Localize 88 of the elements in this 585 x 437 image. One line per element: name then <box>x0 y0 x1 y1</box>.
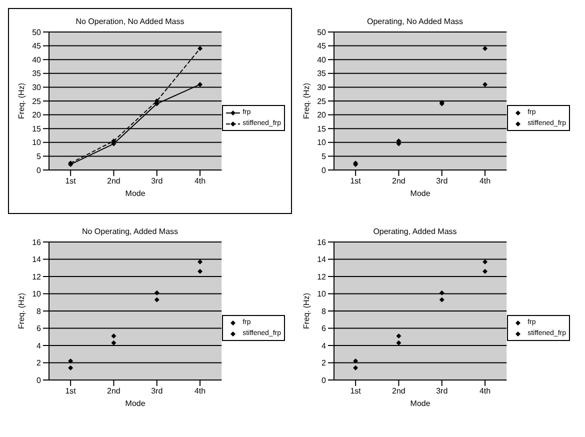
y-tick-label: 16 <box>317 238 327 247</box>
x-tick-label: 4th <box>194 176 206 186</box>
y-tick-label: 16 <box>32 238 42 247</box>
y-tick-label: 6 <box>322 324 327 334</box>
y-tick-label: 6 <box>36 324 42 334</box>
y-tick-label: 2 <box>322 358 327 368</box>
x-tick-label: 2nd <box>107 176 120 186</box>
y-tick-label: 30 <box>317 83 327 92</box>
point <box>198 46 203 52</box>
y-tick-label: 2 <box>36 358 42 368</box>
point <box>353 358 358 364</box>
y-tick-label: 4 <box>36 341 42 350</box>
x-tick-label: 1st <box>65 386 77 396</box>
y-tick-label: 50 <box>32 28 42 37</box>
x-axis-title: Mode <box>410 399 431 408</box>
chart-title: Operating, No Added Mass <box>366 16 464 26</box>
x-tick-label: 2nd <box>392 176 406 186</box>
y-tick-label: 4 <box>322 341 327 350</box>
y-tick-label: 12 <box>32 272 42 282</box>
point <box>482 82 488 87</box>
x-tick-label: 1st <box>65 176 77 186</box>
y-tick-label: 25 <box>317 96 327 106</box>
point <box>482 259 488 264</box>
x-tick-label: 2nd <box>107 386 120 396</box>
y-tick-label: 14 <box>32 255 42 264</box>
y-axis-title: Freq. (Hz) <box>16 292 26 329</box>
chart-title: No Operation, No Added Mass <box>74 16 186 26</box>
y-tick-label: 8 <box>322 306 327 316</box>
x-tick-label: 4th <box>479 176 491 186</box>
x-tick-label: 4th <box>479 386 491 396</box>
point <box>396 334 402 339</box>
point <box>154 297 160 302</box>
y-tick-label: 25 <box>32 96 42 106</box>
y-tick-label: 10 <box>32 290 42 299</box>
y-tick-label: 5 <box>322 152 327 162</box>
x-tick-label: 3rd <box>436 176 448 186</box>
y-tick-label: 45 <box>317 42 327 51</box>
y-tick-label: 40 <box>317 55 327 64</box>
y-tick-label: 30 <box>32 83 42 92</box>
point <box>353 365 358 370</box>
y-tick-label: 20 <box>32 110 42 120</box>
y-tick-label: 5 <box>36 152 42 162</box>
point <box>439 297 444 302</box>
point <box>396 340 402 346</box>
y-axis-title: Freq. (Hz) <box>302 82 311 119</box>
point <box>68 358 74 364</box>
x-tick-label: 4th <box>194 386 206 396</box>
y-tick-label: 10 <box>317 138 327 148</box>
chart-title: No Operating, Added Mass <box>80 226 180 236</box>
x-axis-title: Mode <box>410 189 431 198</box>
y-axis-title: Freq. (Hz) <box>302 292 311 329</box>
x-tick-label: 1st <box>350 176 362 186</box>
y-tick-label: 45 <box>32 42 42 51</box>
y-tick-label: 35 <box>32 69 42 78</box>
point <box>198 259 203 264</box>
x-tick-label: 3rd <box>436 386 448 396</box>
point <box>482 46 488 52</box>
y-axis-title: Freq. (Hz) <box>16 82 26 119</box>
point <box>198 82 203 87</box>
x-tick-label: 3rd <box>151 176 163 186</box>
y-tick-label: 40 <box>32 55 42 64</box>
point <box>198 268 203 274</box>
point <box>68 365 74 370</box>
point <box>111 340 116 346</box>
chart-title: Operating, Added Mass <box>372 226 458 236</box>
y-tick-label: 35 <box>317 69 327 78</box>
y-tick-label: 15 <box>317 124 327 134</box>
y-tick-label: 20 <box>317 110 327 120</box>
y-tick-label: 0 <box>36 166 42 175</box>
y-tick-label: 10 <box>317 290 327 299</box>
x-tick-label: 3rd <box>151 386 163 396</box>
x-axis-title: Mode <box>125 399 146 408</box>
y-tick-label: 0 <box>322 166 327 175</box>
y-tick-label: 0 <box>36 376 42 385</box>
point <box>154 290 160 296</box>
y-tick-label: 8 <box>36 306 42 316</box>
y-tick-label: 0 <box>322 376 327 385</box>
y-tick-label: 15 <box>32 124 42 134</box>
y-tick-label: 12 <box>317 272 327 282</box>
x-axis-title: Mode <box>125 189 146 198</box>
y-tick-label: 14 <box>317 255 327 264</box>
point <box>439 290 444 296</box>
x-tick-label: 1st <box>350 386 362 396</box>
x-tick-label: 2nd <box>392 386 406 396</box>
point <box>482 268 488 274</box>
point <box>111 334 116 339</box>
y-tick-label: 10 <box>32 138 42 148</box>
y-tick-label: 50 <box>317 28 327 37</box>
